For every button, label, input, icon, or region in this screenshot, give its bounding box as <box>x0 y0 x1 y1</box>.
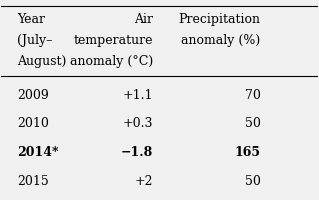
Text: 2014*: 2014* <box>17 145 59 158</box>
Text: +0.3: +0.3 <box>123 117 153 130</box>
Text: 165: 165 <box>235 145 261 158</box>
Text: +1.1: +1.1 <box>123 88 153 101</box>
Text: 50: 50 <box>245 117 261 130</box>
Text: anomaly (°C): anomaly (°C) <box>70 55 153 68</box>
Text: August): August) <box>17 55 67 68</box>
Text: +2: +2 <box>135 174 153 187</box>
Text: Air: Air <box>134 13 153 26</box>
Text: anomaly (%): anomaly (%) <box>182 34 261 47</box>
Text: 70: 70 <box>245 88 261 101</box>
Text: Precipitation: Precipitation <box>179 13 261 26</box>
Text: 2010: 2010 <box>17 117 49 130</box>
Text: 2009: 2009 <box>17 88 49 101</box>
Text: (July–: (July– <box>17 34 53 47</box>
Text: Year: Year <box>17 13 45 26</box>
Text: temperature: temperature <box>74 34 153 47</box>
Text: −1.8: −1.8 <box>121 145 153 158</box>
Text: 50: 50 <box>245 174 261 187</box>
Text: 2015: 2015 <box>17 174 49 187</box>
